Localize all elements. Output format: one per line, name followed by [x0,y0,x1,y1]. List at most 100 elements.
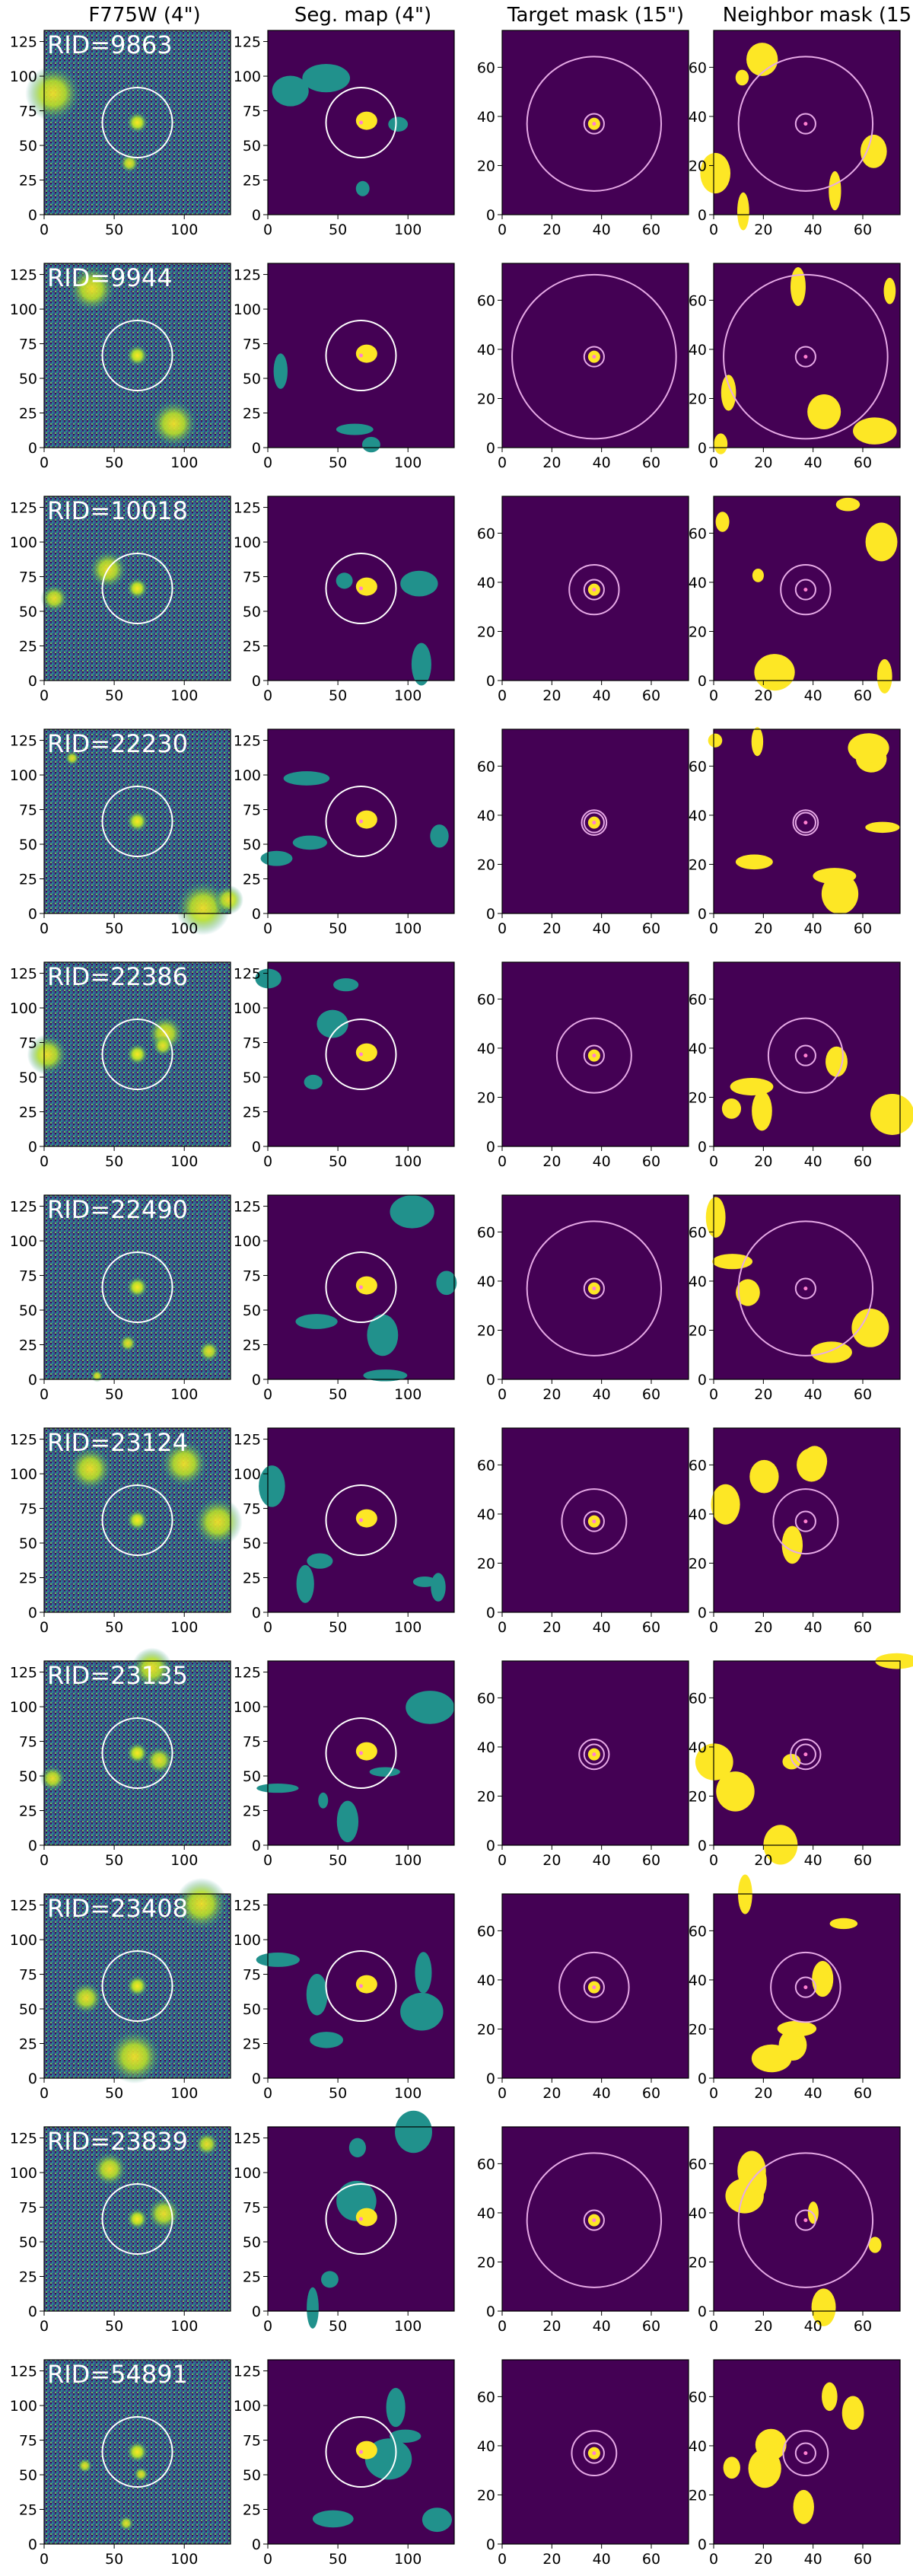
x-tick-label: 0 [40,1852,49,1869]
image-source-blob [132,1647,173,1688]
x-tick-label: 60 [642,1386,660,1403]
x-tick-label: 100 [394,1153,422,1170]
y-tick-label: 20 [477,2021,495,2038]
y-tick-label: 75 [19,2200,37,2217]
row-label: RID=10018 [47,496,188,525]
neighbor-mask-blob [752,1091,772,1131]
inner-mask-circle [583,579,605,601]
y-tick-label: 75 [243,1734,261,1751]
y-tick-label: 25 [19,1570,37,1587]
y-tick-label: 75 [243,2433,261,2450]
segmap-neighbor-blob [422,2507,453,2533]
y-tick-label: 0 [252,207,261,224]
x-tick-label: 50 [105,222,123,238]
row-label: RID=9863 [47,30,173,59]
image-source-blob [65,751,80,766]
y-tick-label: 125 [234,267,261,284]
x-tick-label: 50 [329,1852,347,1869]
panel-frame [713,1427,901,1613]
neighbor-mask-blob [751,2044,792,2073]
y-tick-label: 125 [234,2131,261,2147]
segmap-neighbor-blob [367,1314,399,1357]
x-tick-label: 0 [709,222,718,238]
x-tick-label: 100 [394,222,422,238]
center-marker [359,1052,363,1057]
x-tick-label: 20 [542,1386,561,1403]
y-tick-label: 60 [689,292,707,309]
panel-frame [43,1893,231,2079]
neighbor-mask-blob [829,1918,858,1930]
y-tick-label: 60 [689,1923,707,1940]
outer-mask-circle [555,1017,632,1094]
x-tick-label: 100 [394,2551,422,2568]
y-tick-label: 20 [477,391,495,407]
segmap-target-blob [355,111,377,130]
inner-mask-circle [794,113,816,135]
y-tick-label: 100 [234,1699,261,1716]
y-tick-label: 100 [234,767,261,784]
x-tick-label: 20 [754,1386,772,1403]
neighbor-mask-blob [822,2382,838,2412]
y-tick-label: 0 [28,207,37,224]
y-tick-label: 75 [19,802,37,819]
center-marker [803,1054,808,1058]
x-tick-label: 100 [394,687,422,704]
segmap-neighbor-blob [260,850,293,866]
x-tick-label: 20 [754,222,772,238]
x-tick-label: 60 [854,1619,872,1636]
image-target-source [126,1742,148,1764]
y-tick-label: 40 [477,1274,495,1290]
x-tick-label: 50 [105,920,123,937]
aperture-circle [325,1251,397,1323]
y-tick-label: 125 [10,34,37,51]
aperture-circle [101,2183,173,2255]
panel-frame [713,30,901,215]
neighbor-mask-blob [793,2489,814,2524]
x-tick-label: 40 [804,1386,822,1403]
segmap-neighbor-blob [302,63,351,93]
x-tick-label: 20 [754,1852,772,1869]
panel-frame [267,30,455,215]
y-tick-label: 100 [10,301,37,318]
inner-mask-circle [583,1743,605,1765]
segmap-neighbor-blob [336,423,374,435]
panel-frame [43,263,231,448]
inner-mask-circle [794,1743,816,1765]
aperture-circle [101,1717,173,1789]
x-tick-label: 0 [498,687,507,704]
panel-frame [267,1194,455,1380]
y-tick-label: 0 [252,673,261,690]
x-tick-label: 50 [105,2551,123,2568]
image-source-blob [161,1439,208,1487]
x-tick-label: 20 [542,920,561,937]
outer-mask-circle [737,2152,874,2288]
neighbor-mask-blob [700,152,731,194]
y-tick-label: 0 [486,2071,495,2087]
inner-mask-circle [583,1044,605,1066]
neighbor-mask-blob [711,1484,740,1525]
column-header-seg-map: Seg. map (4") [294,4,431,27]
y-tick-label: 40 [477,1041,495,1057]
panel-frame [501,961,689,1147]
neighbor-mask-blob [821,873,859,914]
y-tick-label: 0 [486,2303,495,2320]
y-tick-label: 0 [486,673,495,690]
aperture-circle [101,1484,173,1556]
y-tick-label: 0 [28,2536,37,2553]
y-tick-label: 125 [10,2131,37,2147]
panel-frame [267,1893,455,2079]
segmap-neighbor-blob [333,978,359,992]
segmap-neighbor-blob [411,642,431,686]
x-tick-label: 100 [170,222,198,238]
row-label: RID=23124 [47,1428,188,1457]
y-tick-label: 25 [243,872,261,888]
y-tick-label: 50 [19,1768,37,1785]
y-tick-label: 20 [477,856,495,873]
y-tick-label: 125 [234,966,261,983]
segmap-neighbor-blob [369,1767,400,1777]
inner-mask-circle [794,2209,816,2231]
y-tick-label: 0 [252,1372,261,1388]
x-tick-label: 0 [498,920,507,937]
x-tick-label: 0 [40,1153,49,1170]
center-marker [359,1984,363,1988]
